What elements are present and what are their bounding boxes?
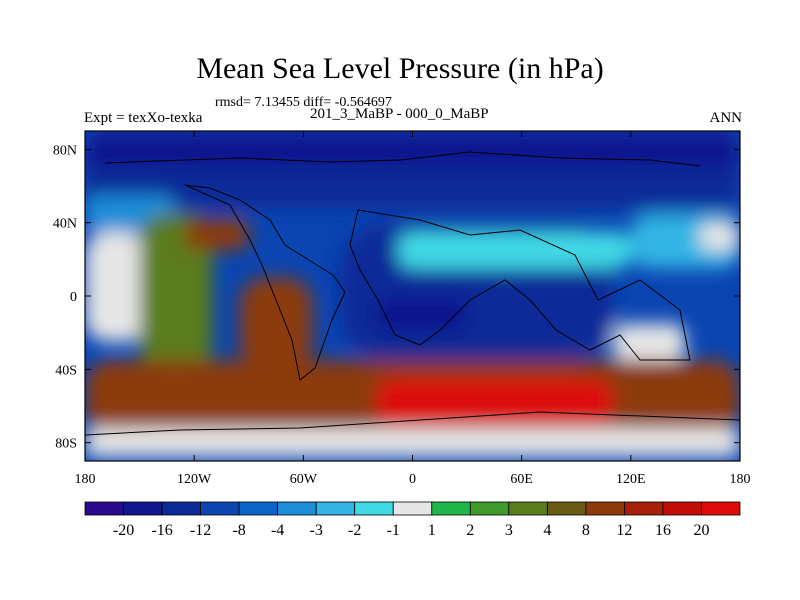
colorbar-swatch — [277, 501, 317, 516]
colorbar-swatch — [662, 501, 702, 516]
season-label: ANN — [709, 110, 743, 126]
field-region — [612, 323, 686, 361]
colorbar-label: -8 — [232, 522, 245, 539]
colorbar-swatch — [84, 501, 124, 516]
y-tick-label: 0 — [70, 290, 77, 305]
chart-title: Mean Sea Level Pressure (in hPa) — [196, 52, 604, 85]
field-region — [185, 219, 249, 251]
chart-subtitle: rmsd= 7.13455 diff= -0.564697 — [215, 95, 392, 110]
field-region — [376, 296, 468, 333]
colorbar-swatch — [585, 501, 625, 516]
comparison-label: 201_3_MaBP - 000_0_MaBP — [310, 106, 489, 122]
colorbar-label: -3 — [310, 522, 323, 539]
colorbar-label: -20 — [113, 522, 134, 539]
x-tick-label: 180 — [75, 472, 96, 487]
colorbar-swatch — [315, 501, 356, 516]
colorbar-label: -12 — [190, 522, 211, 539]
x-axis: 180 120W 60W 0 60E 120E 180 — [75, 131, 751, 487]
colorbar-label: -16 — [151, 522, 172, 539]
field-region — [85, 167, 740, 208]
colorbar-swatch — [469, 501, 510, 516]
colorbar-swatch — [392, 501, 433, 516]
colorbar-label: 1 — [428, 522, 436, 539]
x-tick-label: 60W — [290, 472, 318, 487]
colorbar-label: 16 — [655, 522, 671, 539]
y-tick-label: 40S — [55, 363, 77, 378]
colorbar-label: -1 — [387, 522, 400, 539]
map-field — [85, 131, 740, 461]
field-region — [85, 231, 149, 342]
field-region — [699, 222, 740, 251]
colorbar: -20 -16 -12 -8 -4 -3 -2 -1 1 2 3 4 8 12 16 20 — [84, 501, 741, 539]
experiment-label: Expt = texXo-texka — [84, 110, 203, 126]
field-region — [397, 231, 631, 269]
y-tick-label: 40N — [53, 217, 77, 232]
field-region — [85, 428, 740, 458]
colorbar-swatch — [624, 501, 664, 516]
colorbar-swatch — [701, 501, 741, 516]
field-region — [85, 131, 740, 177]
field-region — [239, 277, 313, 370]
colorbar-label: 20 — [693, 522, 709, 539]
colorbar-label: 4 — [543, 522, 551, 539]
colorbar-label: 12 — [616, 522, 632, 539]
colorbar-swatch — [123, 501, 163, 516]
colorbar-label: -2 — [348, 522, 361, 539]
y-axis: 80N 40N 0 40S 80S — [53, 143, 740, 452]
colorbar-swatch — [431, 501, 471, 516]
colorbar-swatch — [200, 501, 240, 516]
colorbar-swatch — [354, 501, 394, 516]
y-tick-label: 80S — [55, 437, 77, 452]
x-tick-label: 0 — [409, 472, 416, 487]
colorbar-swatch — [238, 501, 279, 516]
colorbar-swatch — [508, 501, 548, 516]
colorbar-swatch — [161, 501, 201, 516]
x-tick-label: 120W — [177, 472, 212, 487]
x-tick-label: 120E — [616, 472, 646, 487]
x-tick-label: 180 — [730, 472, 751, 487]
colorbar-label: 8 — [582, 522, 590, 539]
colorbar-label: 3 — [505, 522, 513, 539]
field-region — [139, 213, 213, 370]
colorbar-label: -4 — [271, 522, 284, 539]
colorbar-swatch — [546, 501, 587, 516]
y-tick-label: 80N — [53, 143, 77, 158]
colorbar-label: 2 — [466, 522, 474, 539]
continent-outlines — [85, 151, 740, 436]
field-region — [376, 378, 613, 425]
x-tick-label: 60E — [510, 472, 533, 487]
